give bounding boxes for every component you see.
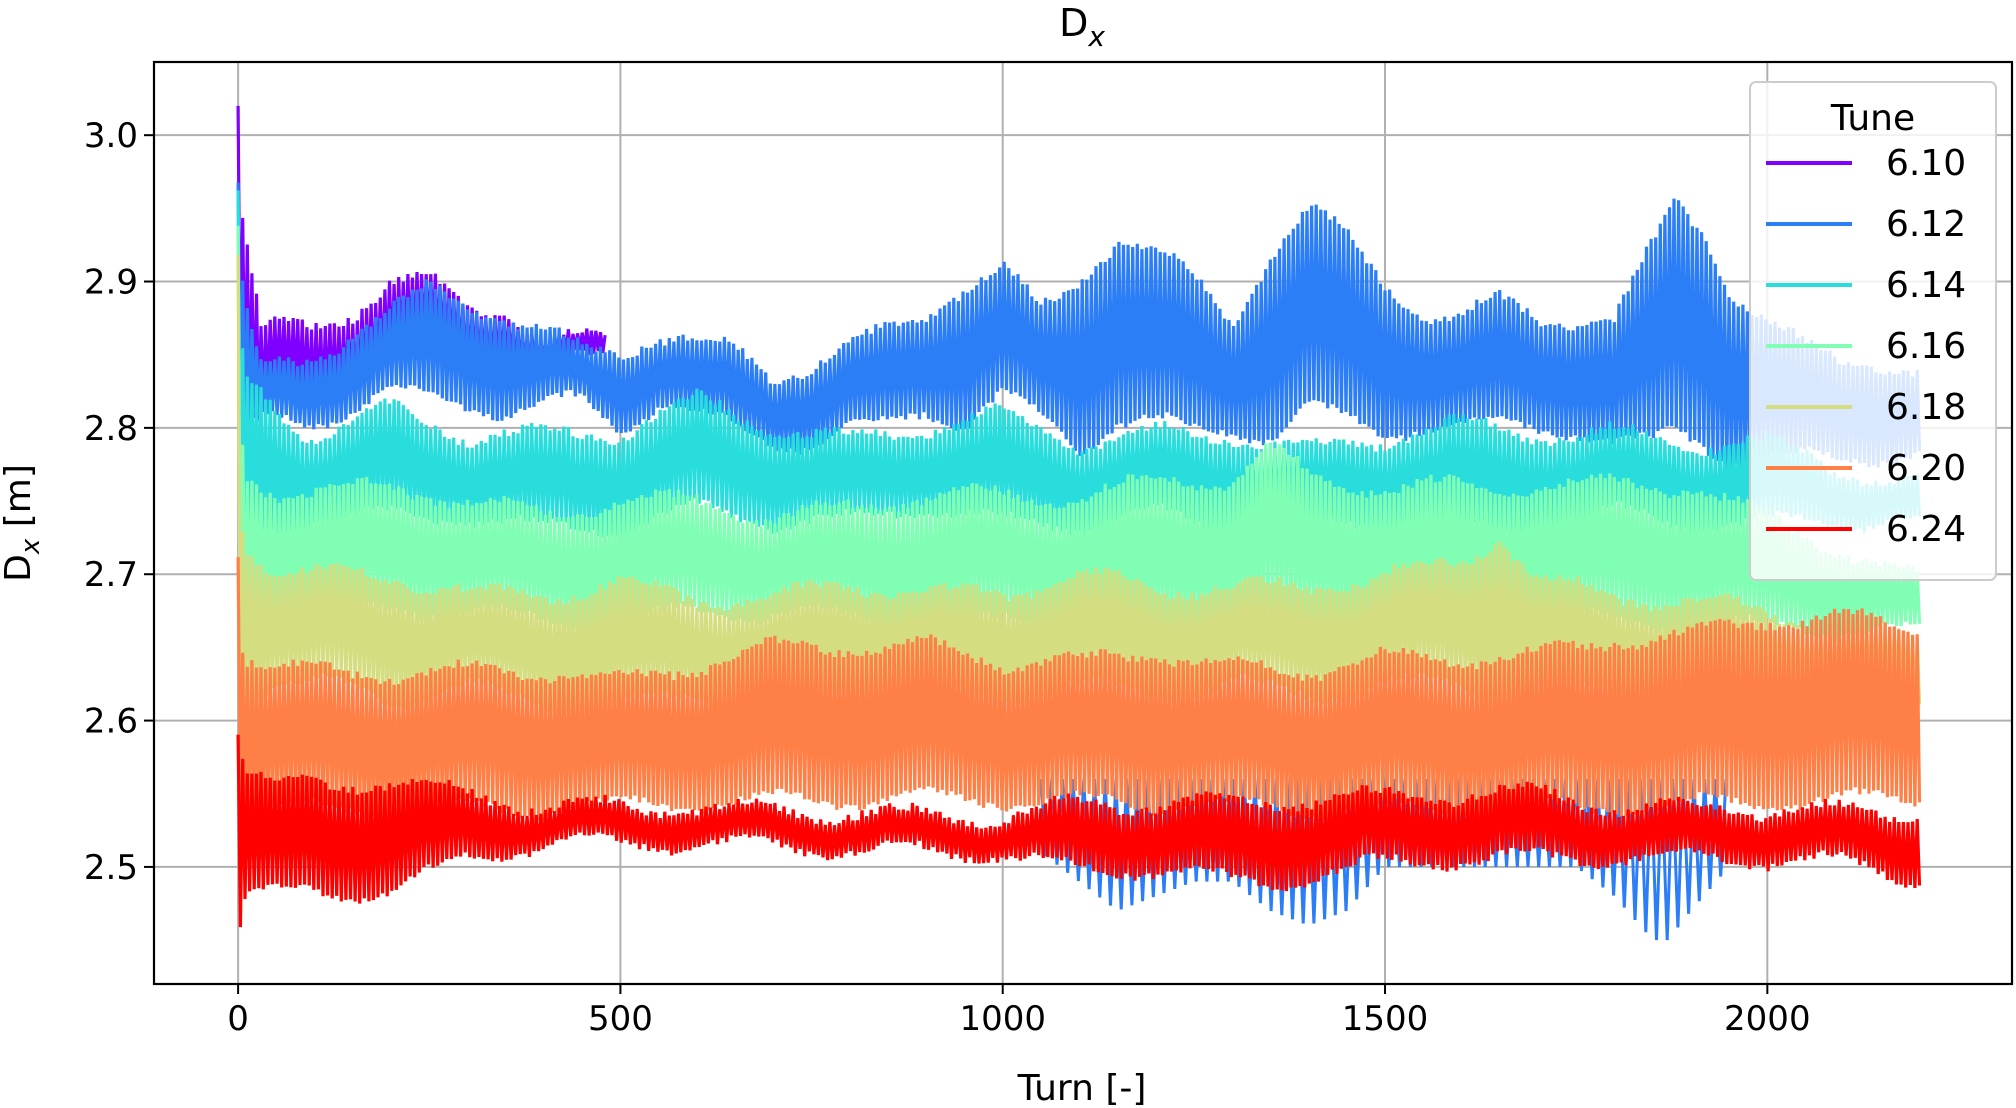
plot-frame <box>152 60 2014 986</box>
x-tick-label: 1000 <box>959 999 1046 1039</box>
legend-item: 6.20 <box>1766 448 1966 489</box>
legend-label: 6.10 <box>1886 143 1966 184</box>
legend: Tune 6.10 6.12 6.14 6.16 6.18 6.20 6.24 <box>1749 81 1997 581</box>
chart-title-main: D <box>1059 1 1088 45</box>
series-line <box>236 734 1922 928</box>
series-line <box>236 190 1922 543</box>
legend-item: 6.14 <box>1766 265 1966 306</box>
x-tick-label: 1500 <box>1342 999 1429 1039</box>
legend-title: Tune <box>1830 98 1915 139</box>
chart-title: Dx <box>1059 1 1105 53</box>
legend-label: 6.24 <box>1886 509 1966 550</box>
x-tick-label: 0 <box>227 999 249 1039</box>
series-6-20 <box>236 557 1922 823</box>
y-axis-ticks: 2.5 2.6 2.7 2.8 2.9 3.0 <box>84 116 154 888</box>
x-axis-ticks: 0 500 1000 1500 2000 <box>227 984 1811 1039</box>
legend-label: 6.16 <box>1886 326 1966 367</box>
legend-item: 6.16 <box>1766 326 1966 367</box>
chart-title-sub: x <box>1087 20 1105 53</box>
y-tick-label: 2.6 <box>84 702 138 742</box>
legend-items: 6.10 6.12 6.14 6.16 6.18 6.20 6.24 <box>1766 143 1966 550</box>
series-6-24 <box>236 734 1922 928</box>
series-line <box>236 557 1922 823</box>
legend-label: 6.20 <box>1886 448 1966 489</box>
x-tick-label: 500 <box>588 999 653 1039</box>
legend-item: 6.24 <box>1766 509 1966 550</box>
y-tick-label: 2.9 <box>84 263 138 303</box>
legend-item: 6.18 <box>1766 387 1966 428</box>
y-axis-label-sub: x <box>16 538 46 555</box>
x-axis-label: Turn [-] <box>1017 1068 1147 1108</box>
legend-item: 6.12 <box>1766 204 1966 245</box>
series-layer <box>236 105 1922 941</box>
y-axis-label: Dx [m] <box>0 464 46 582</box>
x-tick-label: 2000 <box>1724 999 1811 1039</box>
y-tick-label: 2.7 <box>84 555 138 595</box>
y-axis-label-unit: [m] <box>0 464 39 539</box>
series-6-14 <box>236 190 1922 543</box>
legend-box <box>1749 81 1997 581</box>
legend-label: 6.18 <box>1886 387 1966 428</box>
series-line <box>236 182 1922 472</box>
y-tick-label: 3.0 <box>84 116 138 156</box>
y-axis-label-main: D <box>0 554 39 582</box>
y-tick-label: 2.5 <box>84 848 138 888</box>
series-line <box>236 225 1922 642</box>
y-tick-label: 2.8 <box>84 409 138 449</box>
series-6-16 <box>236 225 1922 642</box>
legend-label: 6.14 <box>1886 265 1966 306</box>
legend-item: 6.10 <box>1766 143 1966 184</box>
legend-label: 6.12 <box>1886 204 1966 245</box>
